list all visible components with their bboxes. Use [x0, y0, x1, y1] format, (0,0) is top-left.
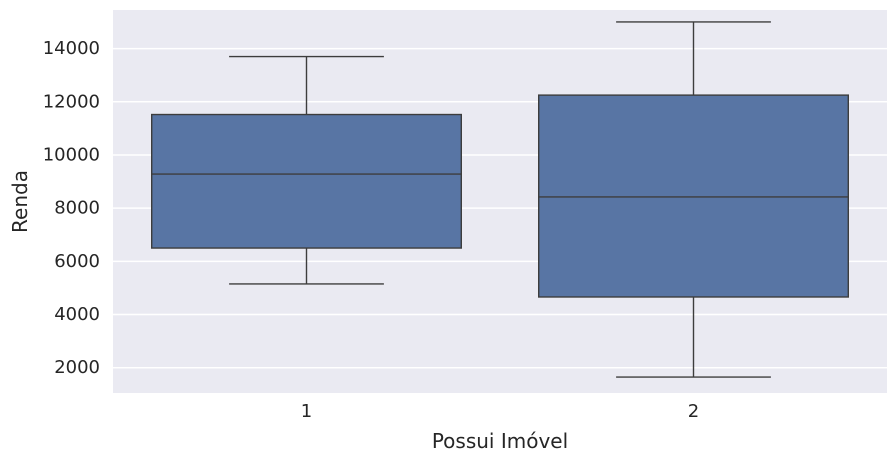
- y-tick-label-10000: 10000: [43, 144, 100, 165]
- y-tick-label-4000: 4000: [54, 304, 100, 325]
- x-tick-label-1: 1: [301, 401, 312, 422]
- y-axis-ticks: 2000 4000 6000 8000 10000 12000 14000: [43, 38, 100, 378]
- y-tick-label-8000: 8000: [54, 198, 100, 219]
- y-tick-label-14000: 14000: [43, 38, 100, 59]
- x-axis-label: Possui Imóvel: [432, 429, 568, 453]
- y-axis-label: Renda: [8, 170, 32, 233]
- box-2: [538, 21, 850, 378]
- box-series: [150, 21, 850, 378]
- y-tick-label-2000: 2000: [54, 357, 100, 378]
- x-tick-label-2: 2: [688, 401, 699, 422]
- box-iqr-1: [150, 113, 463, 249]
- box-iqr-2: [538, 94, 850, 298]
- box-1: [150, 55, 463, 285]
- y-tick-label-6000: 6000: [54, 251, 100, 272]
- y-tick-label-12000: 12000: [43, 91, 100, 112]
